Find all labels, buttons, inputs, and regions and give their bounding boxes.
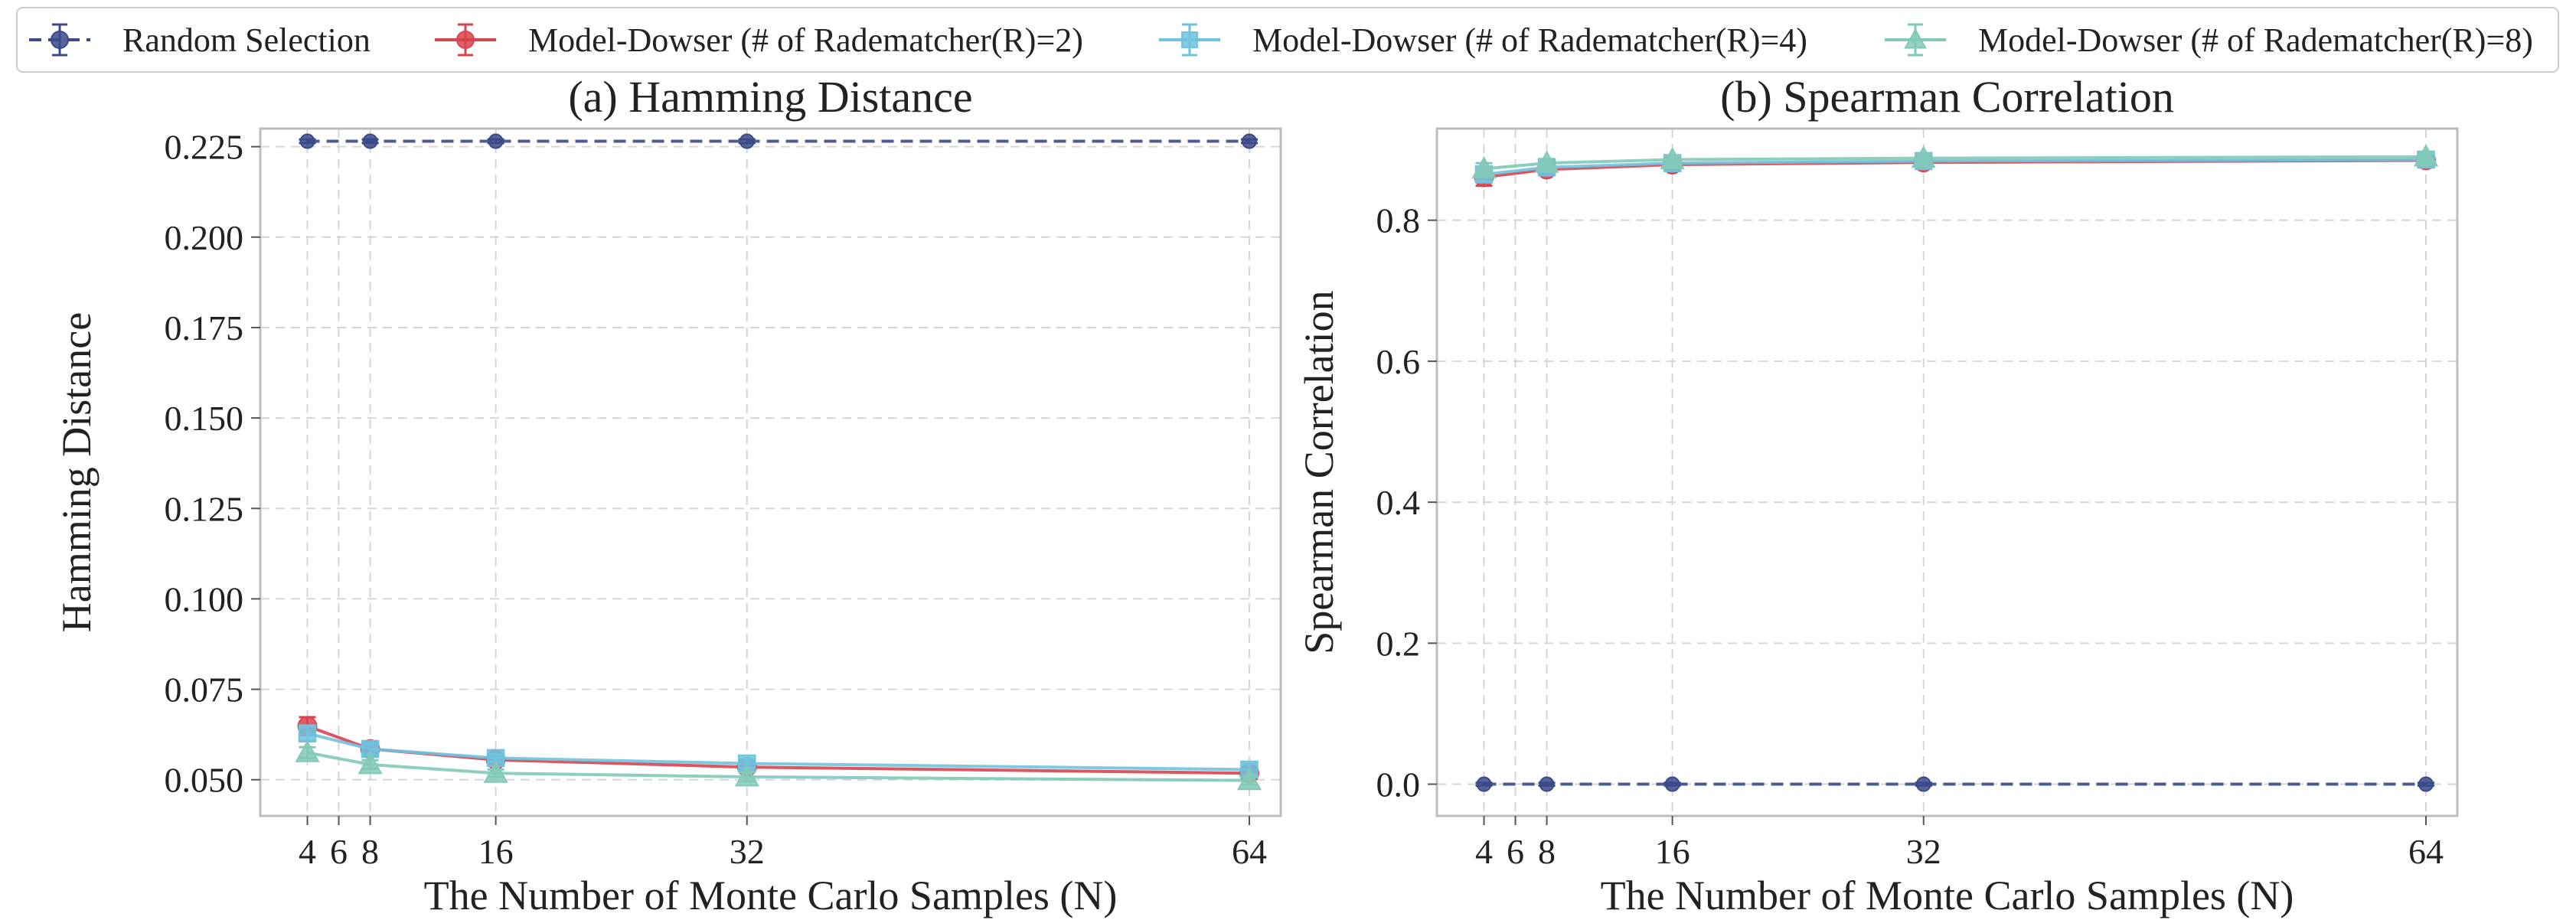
plot-frame [1435,127,2459,817]
x-tick-label: 4 [1475,832,1493,871]
plot-area [1437,129,2457,816]
x-tick-label: 16 [1655,832,1690,871]
x-tick-label: 64 [1232,832,1267,871]
legend-entry-random: Random Selection [29,21,371,59]
x-axis-label: The Number of Monte Carlo Samples (N) [424,873,1118,918]
data-point [1534,150,1559,173]
series-r8 [1471,144,2439,179]
legend-marker [1181,31,1198,48]
legend: Random Selection Model-Dowser (# of Radem… [16,7,2559,73]
data-point [362,133,378,149]
x-tick-label: 32 [1906,832,1941,871]
legend-marker [456,31,475,49]
data-point [1471,156,1497,179]
legend-entry-r4: Model-Dowser (# of Radematcher(R)=4) [1159,21,1807,59]
plot-frame [259,127,1282,817]
x-tick-label: 8 [361,832,379,871]
data-point [2418,776,2434,792]
y-tick-label: 0.6 [1376,342,1421,381]
data-point [2413,144,2439,167]
y-tick-label: 0.150 [165,399,244,438]
series-r4 [298,724,1259,779]
data-point [1664,776,1680,792]
y-tick-label: 0.0 [1376,765,1421,804]
y-tick-label: 0.2 [1376,624,1421,663]
data-point [1915,776,1931,792]
y-tick-label: 0.100 [165,579,244,618]
data-point [488,133,504,149]
data-point [1539,776,1555,792]
data-point [734,764,759,787]
data-point [1660,147,1685,170]
y-axis-label: Spearman Correlation [1296,290,1342,654]
y-tick-label: 0.8 [1376,201,1421,240]
series-r8 [295,739,1262,791]
data-point [1911,145,1936,168]
x-tick-label: 4 [299,832,316,871]
x-tick-label: 64 [2408,832,2444,871]
legend-marker [51,31,69,49]
x-tick-label: 8 [1538,832,1556,871]
chart-title: (b) Spearman Correlation [1720,72,2174,122]
y-tick-label: 0.050 [165,761,244,800]
x-tick-label: 6 [330,832,348,871]
y-axis-label: Hamming Distance [54,312,100,632]
y-tick-label: 0.4 [1376,483,1421,522]
data-point [358,752,383,775]
legend-entry-r2: Model-Dowser (# of Radematcher(R)=2) [435,21,1083,59]
data-point [1236,768,1262,791]
data-point [298,724,317,743]
x-axis-label: The Number of Monte Carlo Samples (N) [1601,873,2294,918]
y-tick-label: 0.200 [165,218,244,257]
panel-hamming-distance: 4 6 8 16 32 64 0.050 0.075 0.100 0.125 0.150 0.175 0… [54,72,1282,918]
x-tick-label: 16 [478,832,514,871]
x-tick-label: 6 [1507,832,1524,871]
data-point [739,133,755,149]
series-random [1475,776,2434,792]
legend-label: Random Selection [122,21,371,59]
legend-entry-r8: Model-Dowser (# of Radematcher(R)=8) [1885,21,2533,59]
y-tick-label: 0.075 [165,670,244,710]
legend-label: Model-Dowser (# of Radematcher(R)=4) [1252,21,1807,59]
data-point [1476,776,1492,792]
plot-area [260,129,1281,816]
series-random [299,133,1258,149]
data-point [299,133,315,149]
y-tick-label: 0.125 [165,489,244,528]
data-point [483,760,508,783]
data-point [1241,133,1257,149]
data-point [295,739,320,762]
y-tick-label: 0.225 [165,128,244,167]
panel-spearman-correlation: 4 6 8 16 32 64 0.0 0.2 0.4 0.6 0.8 (b) Spearman Cor… [1296,72,2459,918]
y-tick-label: 0.175 [165,308,244,347]
legend-label: Model-Dowser (# of Radematcher(R)=2) [528,21,1083,59]
chart-title: (a) Hamming Distance [568,72,972,122]
legend-label: Model-Dowser (# of Radematcher(R)=8) [1978,21,2533,59]
x-tick-label: 32 [730,832,765,871]
legend-marker [1904,28,1927,49]
